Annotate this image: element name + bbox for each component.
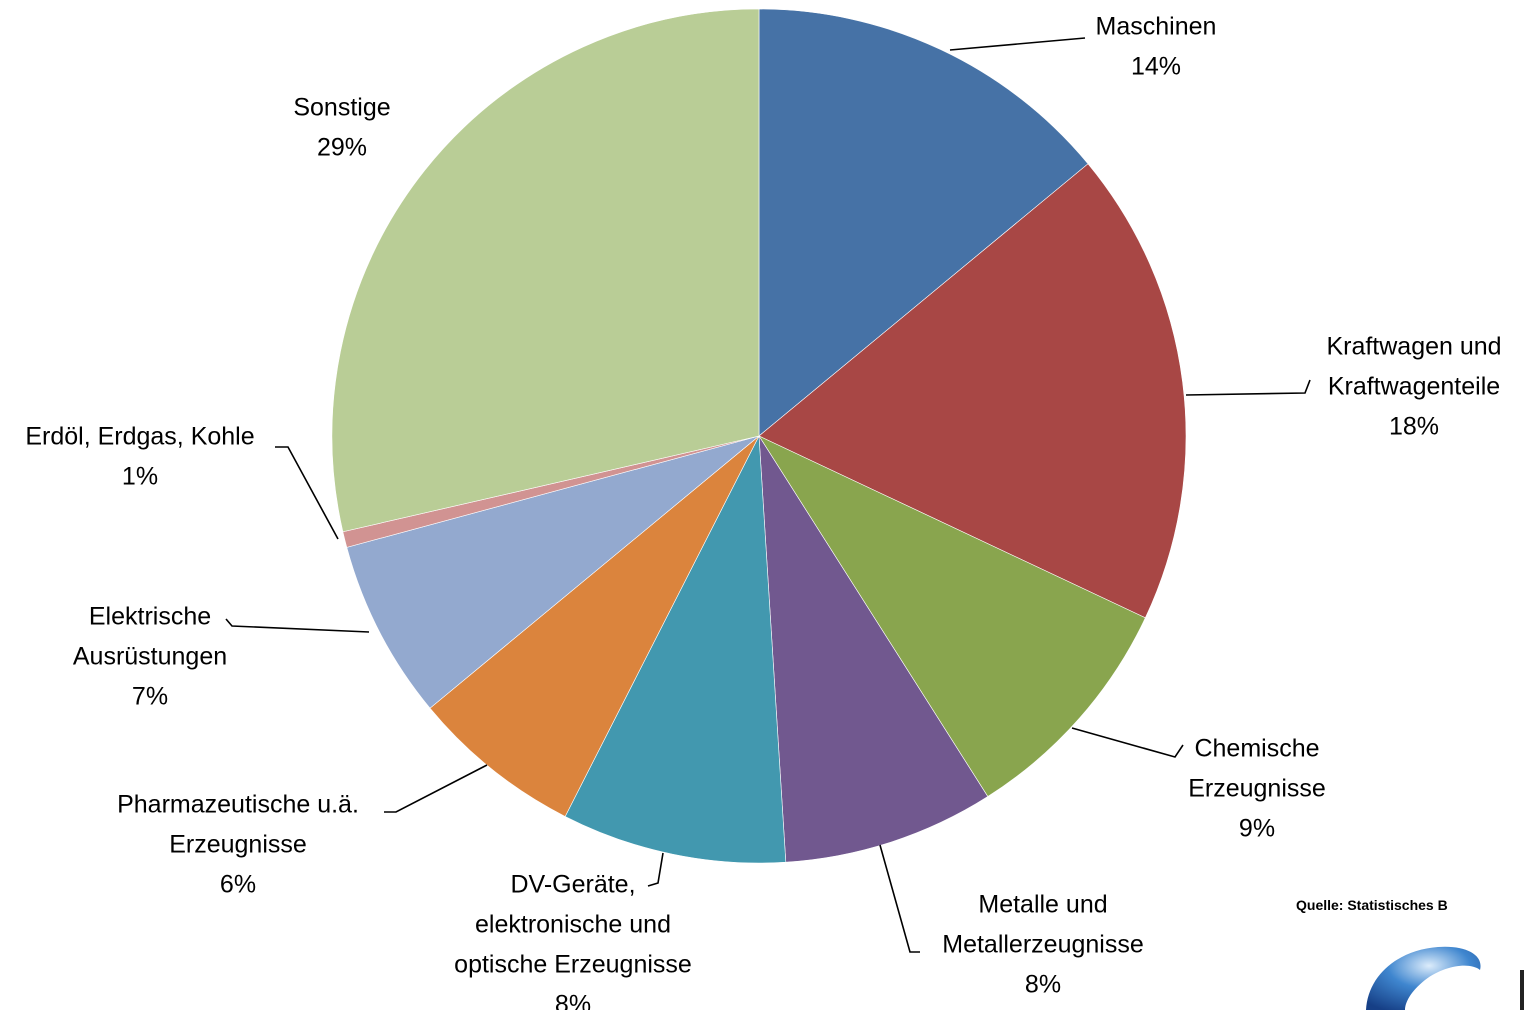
slice-label-kraftwagen-und: Kraftwagen und Kraftwagenteile 18% bbox=[1326, 333, 1501, 441]
logo-bar-icon bbox=[1520, 970, 1524, 1010]
leader-line-pharmazeutische-u-ae bbox=[384, 764, 488, 813]
leader-line-metalle-und bbox=[879, 844, 920, 953]
leader-line-chemische bbox=[1071, 727, 1184, 758]
leader-line-kraftwagen-und bbox=[1185, 379, 1311, 396]
slice-category-label: Metalle und bbox=[978, 891, 1107, 919]
pie-slice-chemische bbox=[758, 435, 1146, 797]
slice-category-label: Erzeugnisse bbox=[1188, 775, 1326, 803]
leader-line-elektrische bbox=[225, 618, 370, 633]
pie-slices bbox=[331, 8, 1187, 864]
slice-category-label: Elektrische bbox=[89, 603, 211, 631]
slice-category-label: Ausrüstungen bbox=[73, 643, 227, 671]
slice-percent-label: 14% bbox=[1131, 53, 1181, 81]
slice-category-label: Pharmazeutische u.ä. bbox=[117, 791, 359, 819]
slice-category-label: Maschinen bbox=[1096, 13, 1217, 41]
slice-category-label: DV-Geräte, bbox=[510, 871, 635, 899]
slice-percent-label: 7% bbox=[132, 683, 168, 711]
slice-category-label: Metallerzeugnisse bbox=[942, 931, 1144, 959]
slice-label-pharmazeutische-u-ae: Pharmazeutische u.ä. Erzeugnisse 6% bbox=[117, 791, 359, 899]
slice-category-label: Sonstige bbox=[293, 94, 390, 122]
slice-label-chemische: Chemische Erzeugnisse 9% bbox=[1188, 735, 1326, 843]
pie-slice-maschinen bbox=[758, 8, 1089, 437]
slice-label-maschinen: Maschinen 14% bbox=[1096, 13, 1217, 81]
slice-labels: Maschinen 14% Kraftwagen und Kraftwagenteil… bbox=[25, 13, 1501, 1010]
slice-percent-label: 9% bbox=[1239, 815, 1275, 843]
leader-line-erdoel-erdgas-kohle bbox=[275, 446, 339, 540]
slice-percent-label: 6% bbox=[220, 871, 256, 899]
slice-category-label: elektronische und bbox=[475, 911, 671, 939]
pie-slice-metalle-und bbox=[758, 435, 989, 863]
slice-label-dv-geraete: DV-Geräte, elektronische und optische Erze… bbox=[454, 871, 692, 1010]
slice-category-label: Kraftwagen und bbox=[1326, 333, 1501, 361]
slice-label-metalle-und: Metalle und Metallerzeugnisse 8% bbox=[942, 891, 1144, 999]
slice-label-sonstige: Sonstige 29% bbox=[293, 94, 390, 162]
pie-slice-pharmazeutische-u-ae bbox=[429, 435, 760, 817]
logo bbox=[1366, 946, 1524, 1010]
slice-category-label: optische Erzeugnisse bbox=[454, 951, 692, 979]
leader-line-maschinen bbox=[949, 37, 1086, 51]
slice-category-label: Erdöl, Erdgas, Kohle bbox=[25, 423, 254, 451]
slice-percent-label: 8% bbox=[1025, 971, 1061, 999]
slice-percent-label: 18% bbox=[1389, 413, 1439, 441]
leader-line-dv-geraete bbox=[647, 852, 664, 887]
pie-slice-dv-geraete bbox=[564, 434, 787, 864]
slice-label-erdoel-erdgas-kohle: Erdöl, Erdgas, Kohle 1% bbox=[25, 423, 254, 491]
source-note: Quelle: Statistisches B bbox=[1296, 897, 1448, 913]
slice-category-label: Chemische bbox=[1194, 735, 1319, 763]
slice-category-label: Erzeugnisse bbox=[169, 831, 307, 859]
slice-category-label: Kraftwagenteile bbox=[1328, 373, 1500, 401]
leader-lines bbox=[225, 37, 1311, 953]
slice-percent-label: 29% bbox=[317, 134, 367, 162]
slice-percent-label: 1% bbox=[122, 463, 158, 491]
slice-label-elektrische: Elektrische Ausrüstungen 7% bbox=[73, 603, 227, 711]
logo-swoosh-icon bbox=[1366, 946, 1481, 1010]
pie-slice-sonstige bbox=[331, 8, 760, 533]
slice-percent-label: 8% bbox=[555, 991, 591, 1010]
pie-slice-elektrische bbox=[346, 435, 760, 709]
pie-slice-kraftwagen-und bbox=[758, 163, 1187, 619]
